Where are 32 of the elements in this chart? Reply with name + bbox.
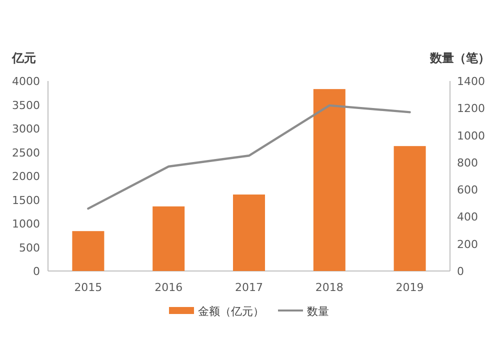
y-tick-label: 1500	[12, 194, 40, 207]
y2-tick-label: 600	[457, 184, 478, 197]
y2-tick-label: 800	[457, 156, 478, 170]
y2-tick-label: 0	[457, 265, 464, 278]
bar	[72, 231, 104, 271]
y2-axis-title: 数量（笔）	[429, 51, 490, 65]
y-tick-label: 3500	[12, 98, 40, 112]
y-tick-label: 2000	[12, 170, 40, 183]
x-tick-label: 2016	[154, 281, 183, 294]
bar	[233, 194, 265, 271]
y-tick-label: 4000	[12, 75, 40, 88]
bar	[152, 206, 185, 271]
y2-tick-label: 1000	[457, 129, 485, 142]
y-tick-label: 3000	[12, 122, 40, 136]
y2-tick-label: 400	[457, 210, 478, 224]
y-tick-label: 2500	[12, 146, 40, 160]
bar	[313, 89, 346, 271]
x-tick-label: 2017	[235, 281, 263, 294]
legend-label: 数量	[307, 305, 329, 318]
x-tick-label: 2015	[74, 281, 102, 294]
x-tick-label: 2018	[315, 281, 344, 294]
x-tick-label: 2019	[396, 281, 424, 294]
y-tick-label: 500	[19, 241, 40, 254]
line-series	[87, 104, 411, 210]
y-tick-label: 0	[33, 265, 40, 278]
y2-tick-label: 1200	[457, 102, 485, 116]
y-axis-title: 亿元	[11, 51, 36, 65]
y2-tick-label: 1400	[457, 75, 485, 88]
y2-tick-label: 200	[457, 238, 478, 251]
bar	[394, 146, 426, 271]
y-tick-label: 1000	[12, 218, 40, 230]
legend-label: 金额（亿元）	[198, 305, 264, 318]
